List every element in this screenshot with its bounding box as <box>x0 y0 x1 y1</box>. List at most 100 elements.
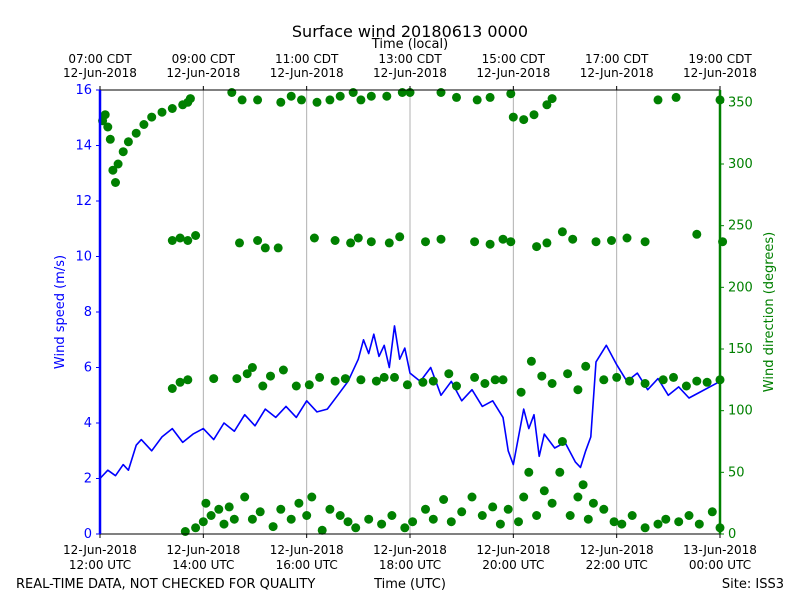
wind-direction-point <box>356 375 366 385</box>
wind-direction-point <box>260 243 270 253</box>
wind-direction-point <box>470 372 480 382</box>
wind-direction-point <box>640 237 650 247</box>
wind-direction-point <box>325 504 335 514</box>
wind-direction-point <box>581 361 591 371</box>
bottom-tick-label-time: 14:00 UTC <box>172 558 234 572</box>
bottom-tick-label-date: 13-Jun-2018 <box>683 543 757 557</box>
wind-direction-point <box>591 237 601 247</box>
wind-direction-point <box>692 376 702 386</box>
wind-direction-point <box>330 376 340 386</box>
wind-direction-point <box>377 519 387 529</box>
right-tick-label: 0 <box>728 527 736 542</box>
wind-direction-point <box>364 514 374 524</box>
wind-direction-point <box>485 92 495 102</box>
wind-direction-point <box>183 236 193 245</box>
right-axis-label: Wind direction (degrees) <box>762 232 777 392</box>
wind-direction-point <box>183 375 193 385</box>
wind-direction-point <box>578 480 588 490</box>
wind-direction-point <box>444 369 454 379</box>
wind-direction-point <box>278 365 288 375</box>
wind-direction-point <box>439 495 449 504</box>
wind-direction-point <box>237 95 247 105</box>
wind-direction-point <box>232 374 242 384</box>
top-tick-label-date: 12-Jun-2018 <box>580 66 654 80</box>
top-tick-label-date: 12-Jun-2018 <box>683 66 757 80</box>
wind-direction-point <box>297 95 306 105</box>
wind-direction-point <box>387 511 397 520</box>
wind-direction-point <box>103 122 113 132</box>
wind-direction-point <box>472 95 482 105</box>
wind-direction-point <box>379 372 389 382</box>
wind-direction-point <box>480 379 490 388</box>
right-tick-label: 100 <box>728 404 753 419</box>
wind-direction-point <box>707 507 717 517</box>
wind-direction-point <box>692 229 702 239</box>
wind-direction-point <box>669 372 678 382</box>
top-tick-label-time: 09:00 CDT <box>172 52 236 66</box>
top-tick-label-date: 12-Jun-2018 <box>166 66 240 80</box>
wind-direction-point <box>118 147 128 157</box>
bottom-tick-label-date: 12-Jun-2018 <box>476 543 550 557</box>
wind-direction-point <box>565 511 575 520</box>
wind-direction-point <box>253 95 263 105</box>
wind-direction-point <box>382 91 392 101</box>
left-tick-label: 6 <box>84 361 92 376</box>
wind-direction-point <box>340 374 350 384</box>
wind-direction-series <box>98 88 728 536</box>
wind-direction-point <box>421 237 430 247</box>
wind-direction-point <box>506 89 516 99</box>
wind-direction-point <box>547 94 557 104</box>
wind-direction-point <box>247 363 257 372</box>
wind-direction-point <box>309 233 319 243</box>
wind-direction-point <box>519 492 529 502</box>
wind-direction-point <box>185 94 195 104</box>
left-tick-label: 16 <box>75 83 92 98</box>
bottom-tick-label-time: 00:00 UTC <box>689 558 751 572</box>
wind-direction-point <box>573 385 583 395</box>
wind-direction-point <box>191 523 201 533</box>
wind-direction-point <box>557 227 567 237</box>
wind-direction-point <box>418 377 428 387</box>
wind-direction-point <box>353 233 363 243</box>
wind-direction-point <box>255 507 265 517</box>
wind-direction-point <box>286 514 296 524</box>
wind-direction-point <box>253 236 263 245</box>
wind-direction-point <box>702 377 712 387</box>
wind-direction-point <box>214 504 224 514</box>
wind-direction-point <box>294 498 304 508</box>
wind-direction-point <box>317 525 327 535</box>
footer-site: Site: ISS3 <box>722 577 784 592</box>
wind-direction-point <box>123 137 133 147</box>
wind-direction-point <box>242 369 252 379</box>
wind-direction-point <box>508 112 518 122</box>
wind-direction-point <box>408 517 418 527</box>
wind-direction-point <box>588 498 598 508</box>
wind-direction-point <box>268 522 278 532</box>
wind-direction-point <box>653 95 663 105</box>
left-axis-ticks: 0 2 4 6 8 10 12 14 16 <box>75 83 100 542</box>
wind-direction-point <box>175 233 185 243</box>
wind-direction-point <box>209 374 219 384</box>
wind-direction-point <box>206 511 216 520</box>
wind-direction-point <box>671 92 681 102</box>
wind-direction-point <box>147 112 157 122</box>
top-tick-label-time: 07:00 CDT <box>68 52 132 66</box>
wind-direction-point <box>175 377 185 387</box>
wind-direction-point <box>276 504 286 514</box>
wind-direction-point <box>400 523 410 533</box>
wind-direction-point <box>343 517 353 527</box>
wind-direction-point <box>583 514 593 524</box>
top-axis-label: Time (local) <box>371 37 448 52</box>
wind-direction-point <box>625 376 635 386</box>
wind-direction-point <box>627 511 637 520</box>
wind-direction-point <box>622 233 632 243</box>
wind-direction-point <box>402 380 412 390</box>
left-tick-label: 4 <box>84 416 92 431</box>
bottom-tick-label-date: 12-Jun-2018 <box>580 543 654 557</box>
right-tick-label: 150 <box>728 342 753 357</box>
bottom-tick-label-time: 20:00 UTC <box>482 558 544 572</box>
top-tick-label-time: 11:00 CDT <box>275 52 339 66</box>
